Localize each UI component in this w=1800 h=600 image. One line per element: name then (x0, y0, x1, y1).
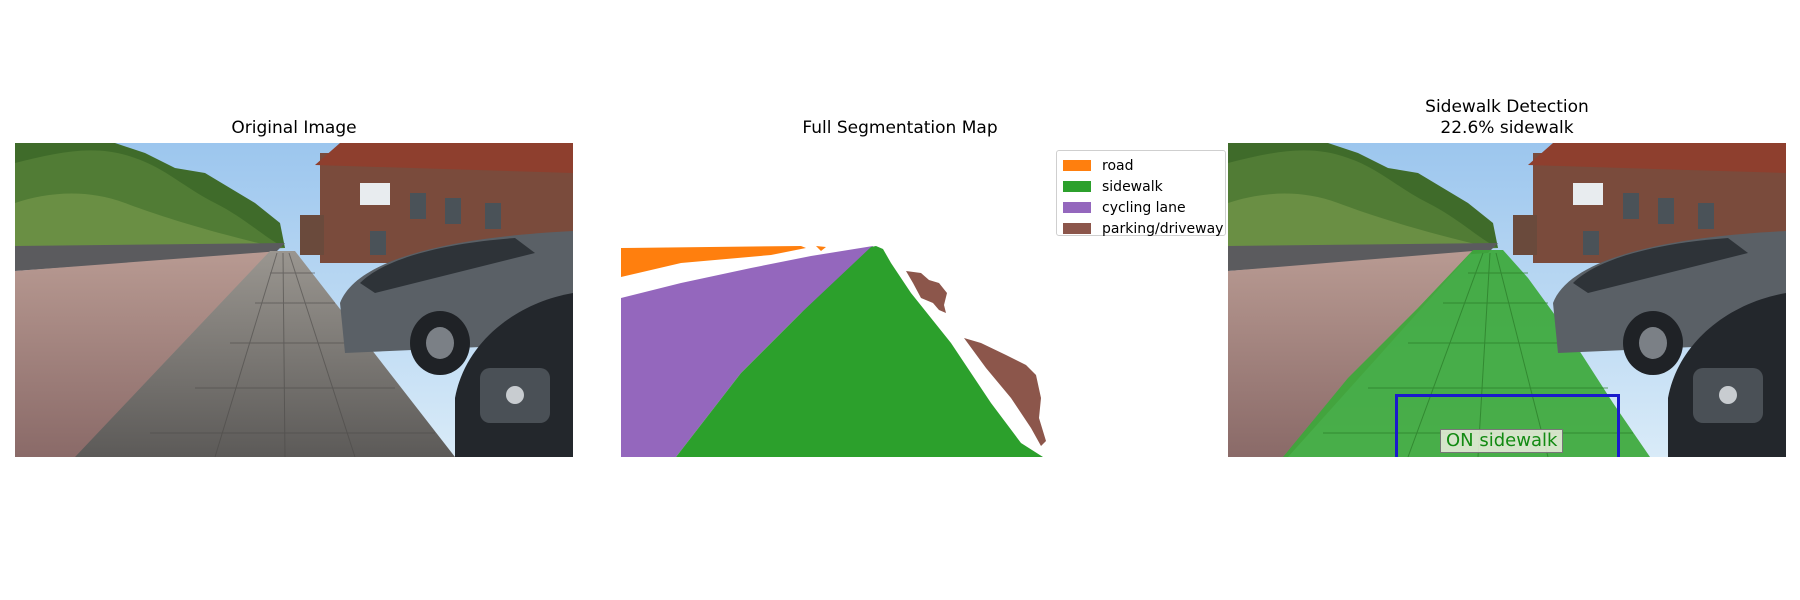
legend-item-cycling-lane: cycling lane (1063, 197, 1219, 218)
legend-item-road: road (1063, 155, 1219, 176)
segment-road-fragment (816, 246, 826, 251)
detection-bounding-box (1395, 394, 1620, 457)
segment-sidewalk (676, 246, 1043, 457)
segmentation-legend: road sidewalk cycling lane parking/drive… (1056, 150, 1226, 239)
legend-item-sidewalk: sidewalk (1063, 176, 1219, 197)
legend-label-cycling-lane: cycling lane (1102, 199, 1186, 216)
segmentation-map (621, 143, 1179, 457)
legend-swatch-cycling-lane (1063, 202, 1091, 213)
legend-swatch-sidewalk (1063, 181, 1091, 192)
sidewalk-overlay (1283, 250, 1650, 457)
segment-parking-2 (964, 338, 1046, 446)
original-image-title: Original Image (231, 118, 357, 138)
legend-swatch-parking-driveway (1063, 223, 1091, 234)
detection-sidewalk-percent: 22.6% sidewalk (1440, 118, 1574, 138)
detection-street-photo: ON sidewalk (1228, 143, 1786, 457)
legend-label-sidewalk: sidewalk (1102, 178, 1163, 195)
detection-status-label: ON sidewalk (1440, 429, 1564, 453)
legend-swatch-road (1063, 160, 1091, 171)
segment-road (621, 246, 806, 277)
legend-item-parking-driveway: parking/driveway (1063, 218, 1223, 239)
segmentation-title: Full Segmentation Map (802, 118, 998, 138)
original-street-photo (15, 143, 573, 457)
legend-label-parking-driveway: parking/driveway (1102, 220, 1224, 237)
detection-title: Sidewalk Detection 22.6% sidewalk (1228, 97, 1786, 139)
segment-parking-1 (906, 271, 947, 313)
segment-cycling-lane (621, 246, 873, 457)
legend-label-road: road (1102, 157, 1134, 174)
detection-title-line1: Sidewalk Detection (1425, 97, 1589, 117)
